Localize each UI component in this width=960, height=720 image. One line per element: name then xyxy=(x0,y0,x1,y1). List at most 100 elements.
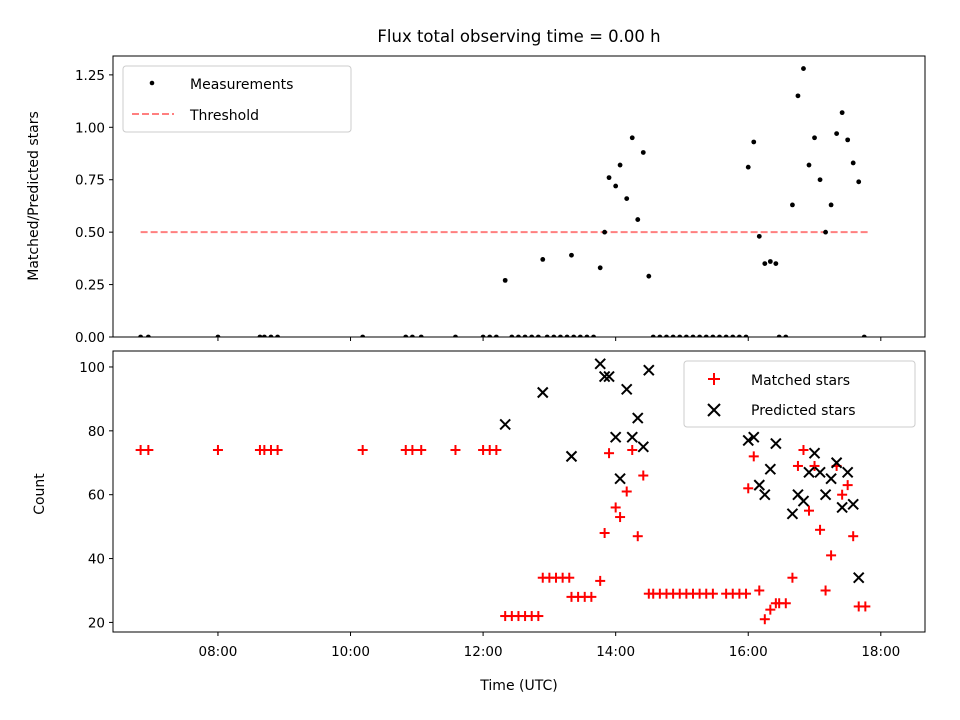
measurement-point xyxy=(591,334,596,337)
measurement-point xyxy=(529,334,535,337)
matched-star-point xyxy=(826,550,837,561)
measurement-point xyxy=(640,150,646,155)
predicted-star-point xyxy=(598,370,611,383)
predicted-star-point xyxy=(753,479,765,491)
predicted-star-point xyxy=(565,450,578,463)
matched-star-point xyxy=(586,591,597,602)
measurement-point xyxy=(597,265,603,271)
measurement-point xyxy=(756,233,762,239)
predicted-star-point xyxy=(632,412,644,424)
predicted-star-point xyxy=(637,441,649,453)
legend-label-matched: Matched stars xyxy=(751,373,850,389)
measurement-point xyxy=(795,93,801,99)
y-tick-label: 1.00 xyxy=(75,120,105,136)
top-legend: Measurements Threshold xyxy=(122,65,352,133)
predicted-star-point xyxy=(742,434,754,447)
measurement-point xyxy=(629,135,635,141)
measurement-point xyxy=(790,202,795,208)
bottom-x-axis-title: Time (UTC) xyxy=(479,678,557,694)
matched-star-point xyxy=(627,444,638,455)
matched-star-point xyxy=(212,444,223,455)
measurement-point xyxy=(418,334,424,337)
matched-star-point xyxy=(407,444,418,455)
y-tick-label: 0.50 xyxy=(75,225,105,241)
matched-star-point xyxy=(564,572,575,583)
measurement-point xyxy=(613,183,619,189)
matched-star-point xyxy=(787,572,798,583)
bottom-legend-frame xyxy=(683,360,916,428)
measurement-point xyxy=(584,334,590,337)
predicted-star-point xyxy=(841,466,854,479)
bottom-legend: Matched stars Predicted stars xyxy=(683,360,916,428)
measurement-point xyxy=(773,261,779,267)
matched-star-point xyxy=(610,502,621,513)
measurement-point xyxy=(257,334,263,337)
predicted-star-point xyxy=(808,447,821,459)
legend-label-measurements: Measurements xyxy=(190,77,293,93)
measurement-point xyxy=(737,334,742,337)
matched-star-point xyxy=(491,444,502,455)
predicted-star-point xyxy=(594,358,606,370)
y-tick-label: 40 xyxy=(88,552,105,568)
measurement-point xyxy=(522,334,528,337)
matched-star-point xyxy=(848,531,859,542)
measurement-point xyxy=(268,334,274,337)
top-plot-marks xyxy=(138,66,870,337)
y-tick-label: 60 xyxy=(88,488,105,504)
measurement-point xyxy=(571,334,577,337)
predicted-star-point xyxy=(847,498,859,510)
bottom-axes-frame xyxy=(112,350,926,633)
measurement-point xyxy=(535,334,541,337)
measurement-point xyxy=(635,217,641,222)
measurement-point xyxy=(823,229,828,235)
matched-star-point xyxy=(798,444,809,455)
measurement-point xyxy=(817,177,823,183)
x-tick-label: 16:00 xyxy=(729,644,768,660)
measurement-point xyxy=(730,334,736,337)
measurement-point xyxy=(544,334,550,337)
measurement-point xyxy=(801,66,806,71)
measurement-point xyxy=(558,334,563,337)
matched-star-point xyxy=(533,611,544,622)
matched-star-point xyxy=(804,505,814,516)
top-legend-frame xyxy=(122,65,352,133)
measurement-point xyxy=(856,179,862,185)
measurement-point xyxy=(657,334,663,337)
matched-star-point xyxy=(632,531,643,542)
matched-star-point xyxy=(595,575,606,586)
measurement-point xyxy=(551,334,557,337)
measurement-point xyxy=(138,334,144,337)
y-tick-label: 80 xyxy=(88,424,105,440)
measurement-point xyxy=(850,160,856,166)
measurement-point xyxy=(710,334,716,337)
legend-label-predicted: Predicted stars xyxy=(751,403,856,419)
measurement-point xyxy=(564,334,570,337)
predicted-star-point xyxy=(643,364,655,376)
measurement-point xyxy=(690,334,696,337)
measurement-point xyxy=(861,334,867,337)
predicted-star-point xyxy=(803,466,815,479)
matched-star-point xyxy=(754,585,765,596)
measurement-point xyxy=(516,334,521,337)
measurement-point xyxy=(723,334,729,337)
measurement-point xyxy=(602,229,608,235)
measurement-point xyxy=(360,334,366,337)
measurement-point xyxy=(403,334,409,337)
measurement-point xyxy=(812,135,817,141)
measurement-point xyxy=(606,175,612,181)
measurement-point xyxy=(261,334,267,337)
matched-star-point xyxy=(792,460,803,471)
matched-star-point xyxy=(638,470,649,481)
measurement-point xyxy=(745,164,751,170)
predicted-star-point xyxy=(814,466,826,479)
x-tick-label: 14:00 xyxy=(596,644,635,660)
predicted-star-point xyxy=(786,508,799,520)
measurement-point xyxy=(717,334,722,337)
predicted-star-point xyxy=(626,431,638,443)
matched-star-point xyxy=(743,483,754,494)
bottom-y-ticks: 20 40 60 80 100 xyxy=(79,360,113,631)
legend-marker-predicted xyxy=(707,403,721,417)
measurement-point xyxy=(453,334,458,337)
predicted-star-point xyxy=(797,495,810,507)
measurement-point xyxy=(275,334,281,337)
